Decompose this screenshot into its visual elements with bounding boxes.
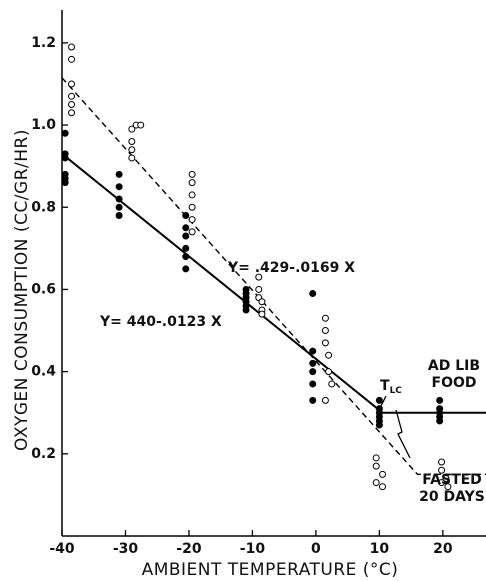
annotation: TLC <box>380 378 402 396</box>
point <box>115 170 123 178</box>
annotation: Y= 440-.0123 X <box>99 314 222 330</box>
point <box>61 129 69 137</box>
point <box>128 154 136 162</box>
point <box>182 244 190 252</box>
point <box>182 224 190 232</box>
point <box>68 101 76 109</box>
tlc-arrow <box>395 409 411 459</box>
annotation-text: Y= 440-.0123 X <box>99 314 222 330</box>
point <box>258 298 266 306</box>
annotation: FOOD <box>432 375 477 391</box>
point <box>258 310 266 318</box>
fit-line <box>61 153 486 414</box>
point <box>309 396 317 404</box>
y-axis-label: OXYGEN CONSUMPTION (CC/GR/HR) <box>12 129 32 451</box>
point <box>255 285 263 293</box>
point <box>128 138 136 145</box>
point <box>188 228 196 236</box>
point <box>438 479 446 487</box>
point <box>309 290 317 298</box>
point <box>137 121 145 129</box>
x-axis-label: AMBIENT TEMPERATURE (°C) <box>142 560 399 580</box>
point <box>325 351 333 359</box>
point <box>182 265 190 273</box>
y-tick-label: 0.6 <box>31 281 56 297</box>
point <box>379 470 387 478</box>
point <box>115 203 123 211</box>
point <box>188 179 196 187</box>
point <box>182 232 190 240</box>
point <box>128 125 136 133</box>
point <box>321 327 329 335</box>
annotation-text: FASTED <box>422 472 482 488</box>
y-tick-label: 0.8 <box>31 199 56 215</box>
point <box>309 368 317 376</box>
point <box>325 368 333 376</box>
annotation-text: Y= .429-.0169 X <box>227 260 355 276</box>
point <box>68 43 76 51</box>
y-tick-label: 1.2 <box>31 35 56 51</box>
annotation: Y= .429-.0169 X <box>227 260 355 276</box>
annotation-text: T <box>380 378 390 394</box>
y-tick-label: 0.4 <box>31 364 56 380</box>
point <box>68 80 76 88</box>
point <box>328 380 336 388</box>
x-tick-label: 10 <box>370 541 390 557</box>
annotation: 20 DAYS <box>419 489 485 505</box>
point <box>115 211 123 219</box>
point <box>188 203 196 211</box>
x-tick-label: -20 <box>176 541 202 557</box>
annotation-text: FOOD <box>432 375 477 391</box>
point <box>242 306 250 314</box>
point <box>379 483 387 491</box>
point <box>61 179 69 187</box>
point <box>375 396 383 404</box>
point <box>182 253 190 261</box>
point <box>321 396 329 404</box>
point <box>188 170 196 178</box>
y-tick-label: 0.2 <box>31 446 56 462</box>
point <box>115 183 123 191</box>
point <box>68 92 76 100</box>
point <box>188 216 196 224</box>
point <box>372 479 380 487</box>
point <box>115 195 123 203</box>
annotation-text: 20 DAYS <box>419 489 485 505</box>
point <box>68 55 76 63</box>
point <box>321 339 329 347</box>
point <box>188 191 196 199</box>
point <box>68 109 76 117</box>
annotation-subscript: LC <box>390 386 403 396</box>
x-tick-label: 20 <box>433 541 453 557</box>
point <box>182 211 190 219</box>
fit-line <box>61 77 486 476</box>
point <box>128 146 136 154</box>
point <box>438 458 446 466</box>
x-tick-label: -30 <box>113 541 139 557</box>
point <box>255 273 263 281</box>
y-tick-label: 1.0 <box>31 117 56 133</box>
annotation: AD LIB <box>428 358 480 374</box>
point <box>321 314 329 322</box>
x-tick-label: 0 <box>311 541 321 557</box>
point <box>444 483 452 491</box>
point <box>375 421 383 429</box>
point <box>309 347 317 355</box>
point <box>436 417 444 425</box>
point <box>372 454 380 462</box>
point <box>372 462 380 470</box>
annotation: FASTED <box>422 472 482 488</box>
point <box>442 474 450 482</box>
annotation-text: AD LIB <box>428 358 480 374</box>
point <box>438 466 446 474</box>
x-tick-label: -40 <box>49 541 75 557</box>
x-tick-label: -10 <box>240 541 266 557</box>
point <box>309 359 317 367</box>
point <box>61 154 69 162</box>
point <box>309 380 317 388</box>
point <box>436 396 444 404</box>
